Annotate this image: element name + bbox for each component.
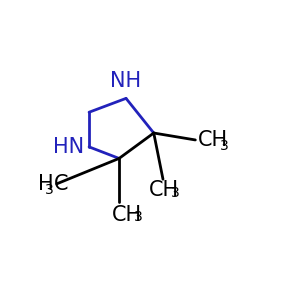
Text: CH: CH: [198, 130, 228, 150]
Text: CH: CH: [149, 180, 179, 200]
Text: 3: 3: [134, 210, 143, 224]
Text: C: C: [54, 174, 68, 194]
Text: NH: NH: [110, 71, 142, 92]
Text: HN: HN: [53, 137, 85, 157]
Text: 3: 3: [220, 140, 228, 153]
Text: 3: 3: [44, 183, 53, 197]
Text: CH: CH: [112, 205, 142, 225]
Text: H: H: [38, 174, 53, 194]
Text: 3: 3: [171, 186, 180, 200]
